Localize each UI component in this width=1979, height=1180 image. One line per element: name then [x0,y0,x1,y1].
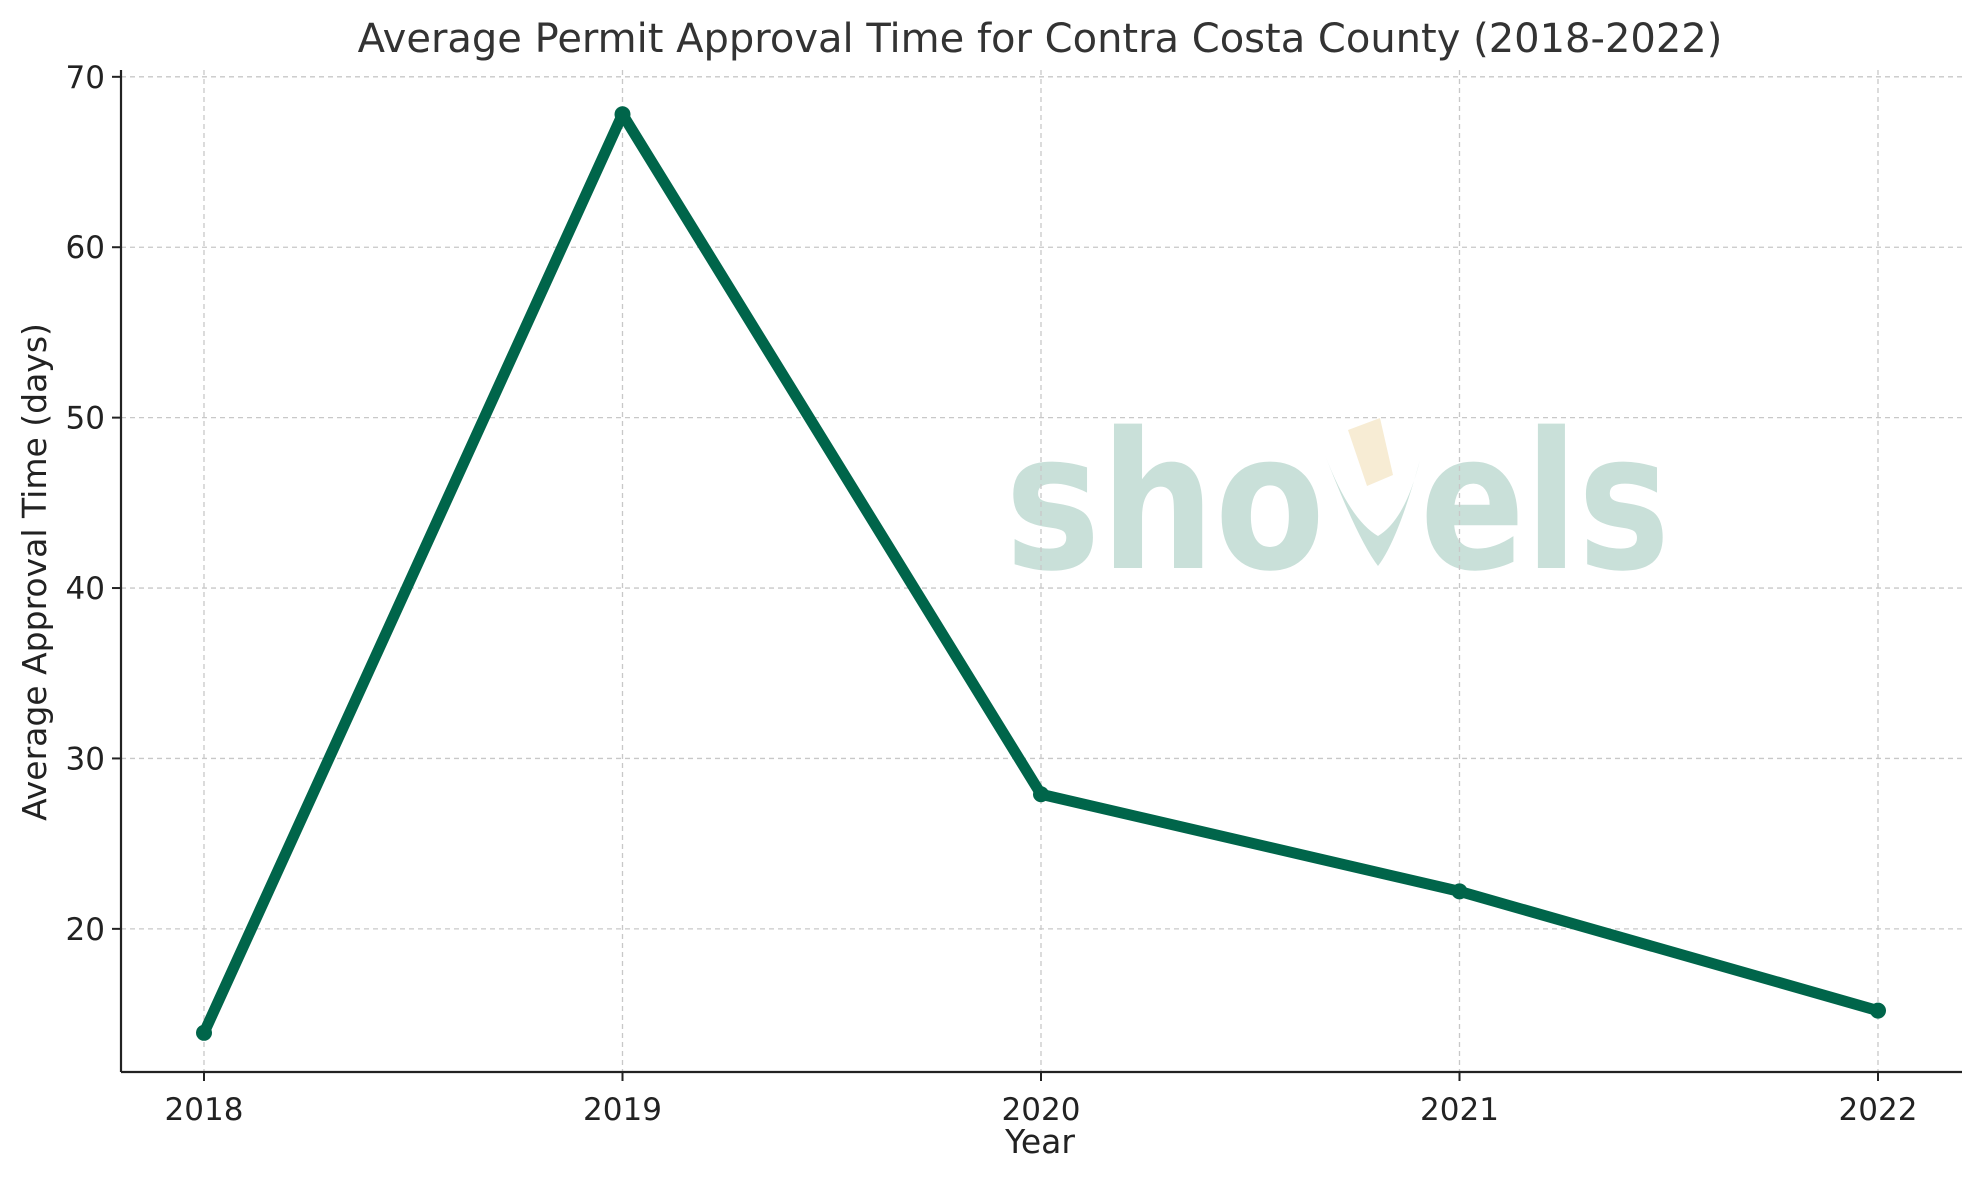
x-tick-label: 2020 [1002,1092,1081,1128]
y-tick-label: 70 [66,60,105,96]
x-axis-label: Year [1004,1122,1075,1161]
y-tick-label: 20 [66,912,105,948]
y-tick-label: 60 [66,230,105,266]
data-point [614,106,631,123]
y-tick-label: 40 [66,571,105,607]
svg-text:els: els [1420,392,1670,613]
data-point [1870,1002,1886,1019]
data-point [196,1024,212,1041]
y-tick-label: 50 [66,401,105,437]
y-tick-label: 30 [66,741,105,777]
watermark-logo: sho els [1005,392,1670,613]
grid-lines [121,70,1962,1072]
x-tick-label: 2022 [1839,1092,1918,1128]
x-tick-label: 2018 [165,1092,244,1128]
x-tick-label: 2021 [1420,1092,1499,1128]
data-point [1033,786,1049,803]
chart-title: Average Permit Approval Time for Contra … [358,16,1723,62]
data-point [1451,883,1468,900]
y-axis-label: Average Approval Time (days) [15,323,54,821]
series [196,106,1886,1041]
svg-text:sho: sho [1005,392,1325,613]
tick-labels: 2018 2019 2020 2021 2022 20 30 40 50 60 70 [66,60,1918,1128]
axes [112,70,1962,1081]
x-tick-label: 2019 [583,1092,662,1128]
